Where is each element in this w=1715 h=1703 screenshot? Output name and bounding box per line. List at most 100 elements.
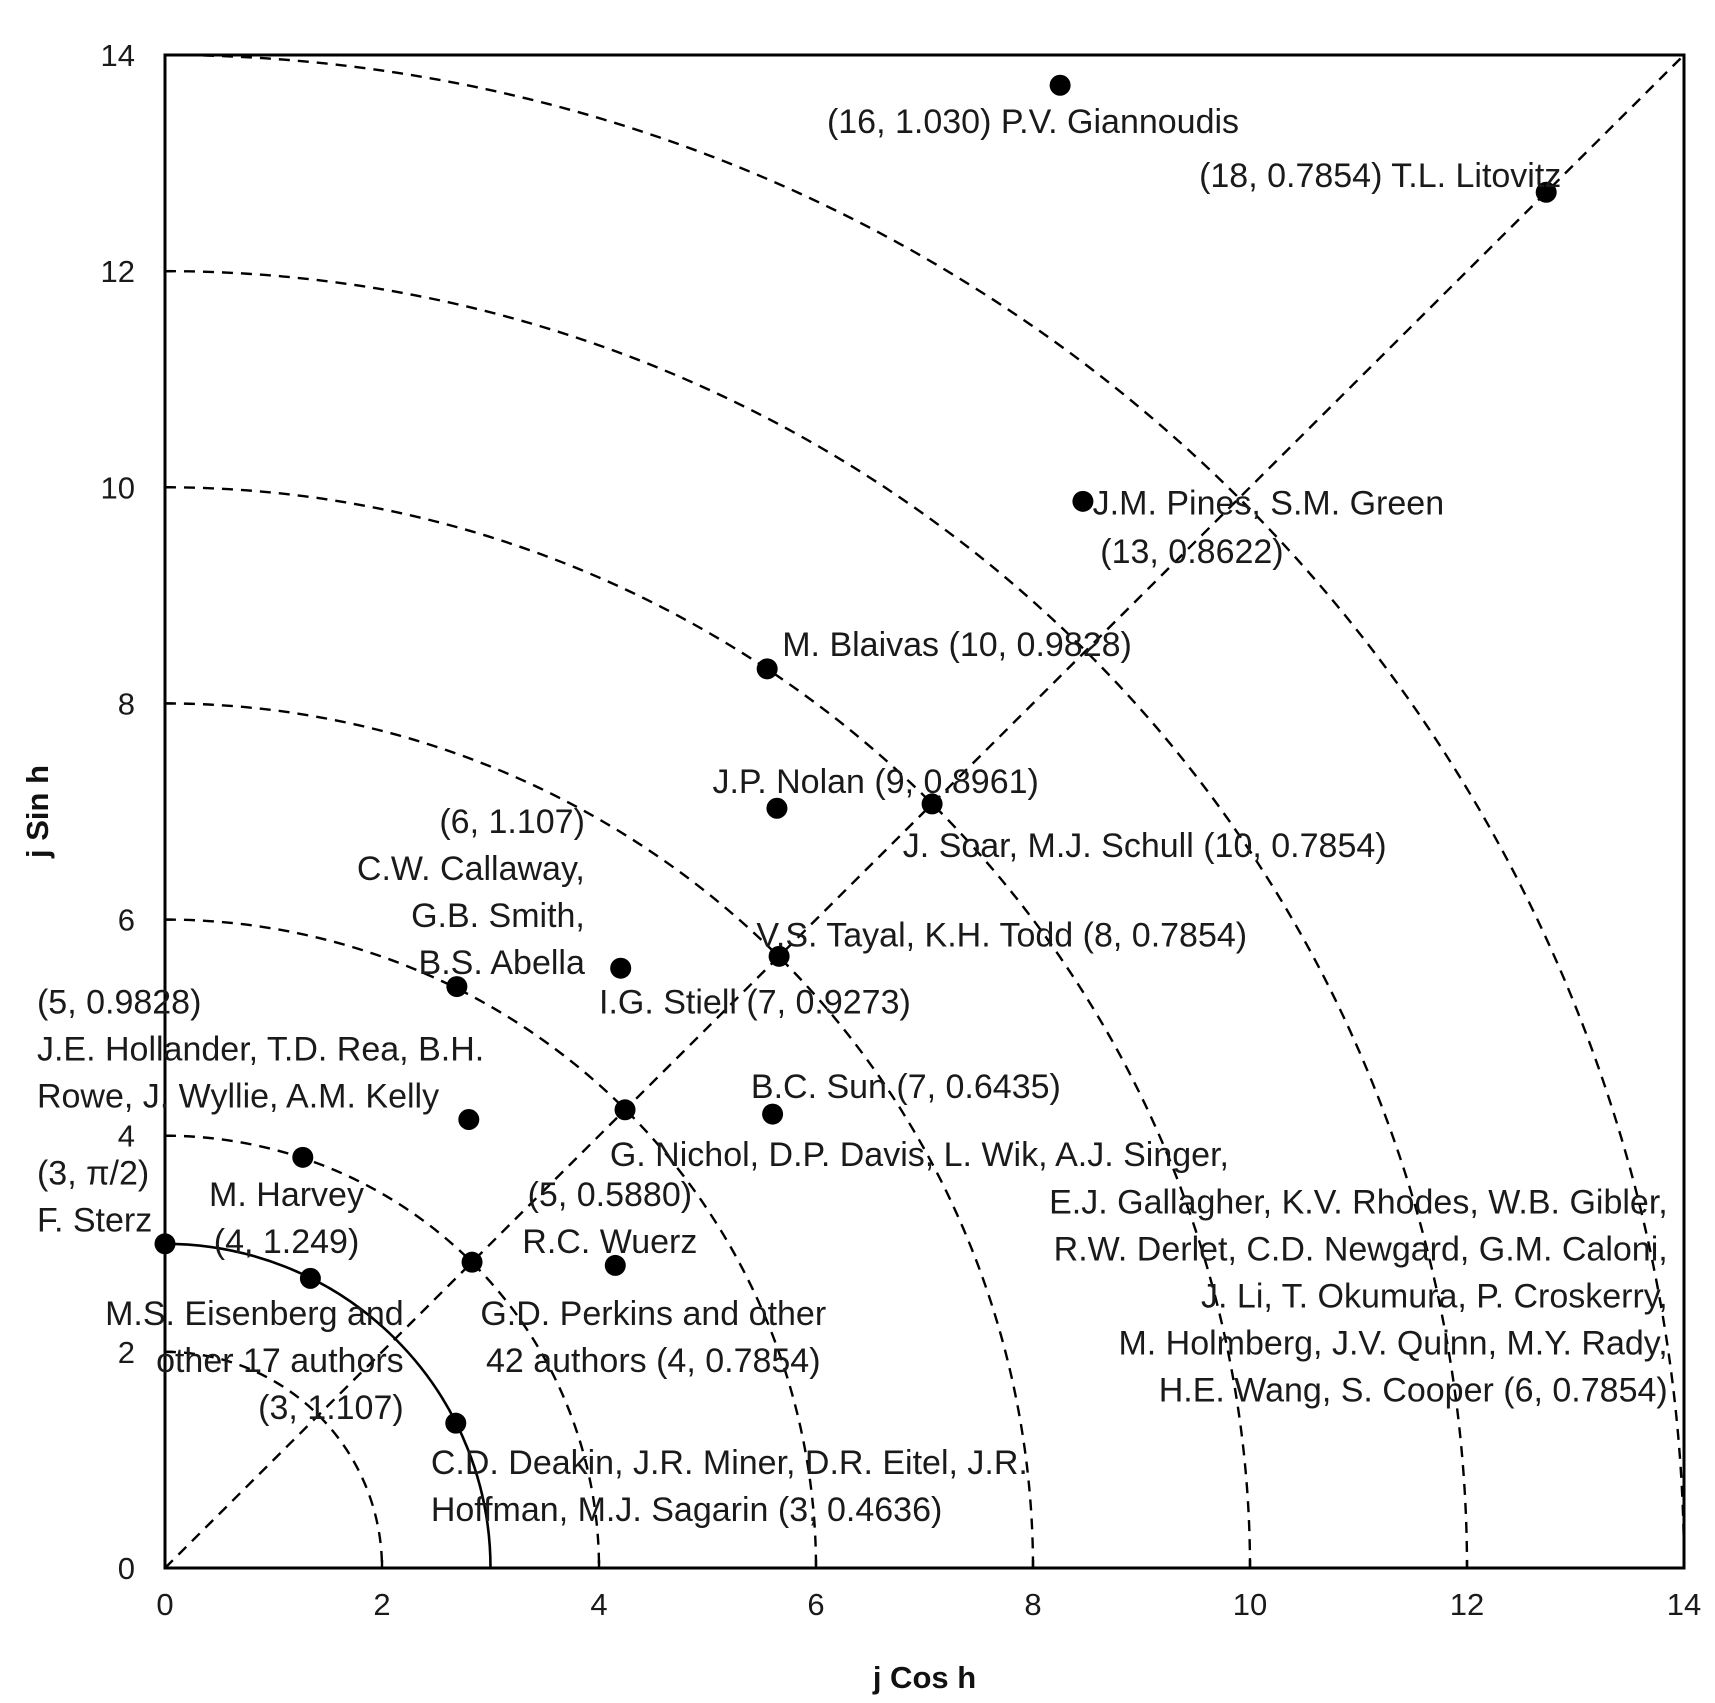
data-point bbox=[1049, 74, 1071, 96]
y-tick-labels: 0 2 4 6 8 10 12 14 bbox=[101, 38, 135, 1586]
data-points bbox=[154, 74, 1557, 1434]
annotation-line: (3, 1.107) bbox=[258, 1389, 404, 1427]
data-point bbox=[756, 658, 778, 680]
annotation-line: J.E. Hollander, T.D. Rea, B.H. bbox=[37, 1031, 484, 1069]
annotation-line: G.D. Perkins and other bbox=[480, 1295, 826, 1333]
dashed-arc-r8 bbox=[164, 702, 1035, 1569]
point-annotation: (5, 0.9828) J.E. Hollander, T.D. Rea, B.H… bbox=[37, 984, 484, 1116]
data-point bbox=[446, 976, 468, 998]
annotation-line: G. Nichol, D.P. Davis, L. Wik, A.J. Sing… bbox=[610, 1136, 1229, 1174]
annotation-line: J. Soar, M.J. Schull (10, 0.7854) bbox=[903, 827, 1387, 865]
x-tick-label: 10 bbox=[1233, 1587, 1267, 1622]
data-point bbox=[766, 797, 788, 819]
y-tick-label: 6 bbox=[118, 903, 135, 938]
point-annotation: (6, 1.107) C.W. Callaway, G.B. Smith, B.S. … bbox=[357, 803, 585, 982]
data-point bbox=[1072, 490, 1094, 512]
x-tick-label: 2 bbox=[373, 1587, 390, 1622]
point-annotation: I.G. Stiell (7, 0.9273) bbox=[599, 984, 911, 1022]
y-tick-label: 0 bbox=[118, 1551, 135, 1586]
annotation-line: V.S. Tayal, K.H. Todd (8, 0.7854) bbox=[756, 917, 1247, 955]
dashed-radius-arcs bbox=[164, 53, 1686, 1569]
annotation-line: (18, 0.7854) T.L. Litovitz bbox=[1199, 157, 1561, 195]
x-tick-label: 0 bbox=[156, 1587, 173, 1622]
x-tick-label: 6 bbox=[807, 1587, 824, 1622]
point-annotation: B.C. Sun (7, 0.6435) bbox=[751, 1068, 1061, 1106]
point-annotations: (16, 1.030) P.V. Giannoudis (18, 0.7854) … bbox=[37, 103, 1668, 1529]
x-tick-label: 14 bbox=[1667, 1587, 1701, 1622]
data-point bbox=[762, 1103, 784, 1125]
data-point bbox=[154, 1233, 176, 1255]
annotation-line: M. Harvey bbox=[209, 1176, 364, 1214]
annotation-line: (4, 1.249) bbox=[214, 1223, 360, 1261]
annotation-line: (13, 0.8622) bbox=[1100, 533, 1283, 571]
dashed-arc-r2 bbox=[164, 1350, 384, 1569]
annotation-line: other 17 authors bbox=[156, 1342, 404, 1380]
annotation-line: R.W. Derlet, C.D. Newgard, G.M. Caloni, bbox=[1054, 1231, 1668, 1269]
point-annotation: (5, 0.5880) R.C. Wuerz bbox=[522, 1176, 697, 1261]
annotation-line: C.D. Deakin, J.R. Miner, D.R. Eitel, J.R… bbox=[431, 1444, 1028, 1482]
point-annotation: J.M. Pines, S.M. Green bbox=[1093, 484, 1444, 522]
annotation-line: B.S. Abella bbox=[419, 944, 585, 982]
annotation-line: (16, 1.030) P.V. Giannoudis bbox=[827, 103, 1239, 141]
annotation-line: I.G. Stiell (7, 0.9273) bbox=[599, 984, 911, 1022]
annotation-line: 42 authors (4, 0.7854) bbox=[486, 1342, 821, 1380]
y-tick-label: 2 bbox=[118, 1335, 135, 1370]
annotation-line: C.W. Callaway, bbox=[357, 850, 585, 888]
point-annotation: G.D. Perkins and other 42 authors (4, 0.7… bbox=[480, 1295, 826, 1380]
y-tick-label: 4 bbox=[118, 1119, 135, 1154]
annotation-line: B.C. Sun (7, 0.6435) bbox=[751, 1068, 1061, 1106]
data-point bbox=[610, 957, 632, 979]
annotation-line: F. Sterz bbox=[37, 1201, 152, 1239]
point-annotation: C.D. Deakin, J.R. Miner, D.R. Eitel, J.R… bbox=[431, 1444, 1028, 1529]
annotation-line: E.J. Gallagher, K.V. Rhodes, W.B. Gibler… bbox=[1049, 1184, 1668, 1222]
annotation-line: (5, 0.9828) bbox=[37, 984, 201, 1022]
x-tick-label: 8 bbox=[1024, 1587, 1041, 1622]
data-point bbox=[921, 793, 943, 815]
y-tick-label: 8 bbox=[118, 686, 135, 721]
annotation-line: H.E. Wang, S. Cooper (6, 0.7854) bbox=[1159, 1372, 1668, 1410]
annotation-line: M. Holmberg, J.V. Quinn, M.Y. Rady, bbox=[1118, 1325, 1667, 1363]
dashed-arc-r4 bbox=[164, 1134, 601, 1569]
y-tick-label: 14 bbox=[101, 38, 135, 73]
annotation-line: J.M. Pines, S.M. Green bbox=[1093, 484, 1444, 522]
dashed-arc-r6 bbox=[164, 918, 818, 1569]
point-annotation: M. Blaivas (10, 0.9828) bbox=[782, 626, 1132, 664]
point-annotation: J. Soar, M.J. Schull (10, 0.7854) bbox=[903, 827, 1387, 865]
data-point bbox=[299, 1267, 321, 1289]
annotation-line: Rowe, J. Wyllie, A.M. Kelly bbox=[37, 1078, 439, 1116]
annotation-line: R.C. Wuerz bbox=[522, 1223, 697, 1261]
plot-frame bbox=[163, 53, 1686, 1570]
data-point bbox=[461, 1251, 483, 1273]
point-annotation: E.J. Gallagher, K.V. Rhodes, W.B. Gibler… bbox=[1049, 1184, 1668, 1410]
point-annotation: (16, 1.030) P.V. Giannoudis bbox=[827, 103, 1239, 141]
annotation-line: (5, 0.5880) bbox=[528, 1176, 692, 1214]
point-annotation: (18, 0.7854) T.L. Litovitz bbox=[1199, 157, 1561, 195]
y-tick-label: 12 bbox=[101, 254, 135, 289]
x-tick-labels: 0 2 4 6 8 10 12 14 bbox=[156, 1587, 1701, 1622]
annotation-line: M. Blaivas (10, 0.9828) bbox=[782, 626, 1132, 664]
point-annotation: (13, 0.8622) bbox=[1100, 533, 1283, 571]
point-annotation: J.P. Nolan (9, 0.8961) bbox=[712, 763, 1038, 801]
axis-ticks bbox=[163, 53, 1686, 1570]
point-annotation: (3, π/2) F. Sterz bbox=[37, 1154, 152, 1239]
y-tick-label: 10 bbox=[101, 470, 135, 505]
annotation-line: M.S. Eisenberg and bbox=[105, 1295, 404, 1333]
dashed-diagonal-line bbox=[164, 54, 1685, 1569]
data-point bbox=[604, 1254, 626, 1276]
dashed-arc-r10 bbox=[164, 486, 1252, 1569]
point-annotation: M.S. Eisenberg and other 17 authors (3, 1.… bbox=[105, 1295, 404, 1427]
annotation-line: Hoffman, M.J. Sagarin (3, 0.4636) bbox=[431, 1491, 943, 1529]
annotation-line: J.P. Nolan (9, 0.8961) bbox=[712, 763, 1038, 801]
annotation-line: (3, π/2) bbox=[37, 1154, 149, 1192]
x-tick-label: 12 bbox=[1450, 1587, 1484, 1622]
x-tick-label: 4 bbox=[590, 1587, 607, 1622]
data-point bbox=[768, 945, 790, 967]
data-point bbox=[614, 1099, 636, 1121]
x-axis-title: j Cos h bbox=[872, 1660, 976, 1695]
annotation-line: (6, 1.107) bbox=[439, 803, 585, 841]
data-point bbox=[292, 1146, 314, 1168]
y-axis-title: j Sin h bbox=[20, 765, 55, 859]
point-annotation: M. Harvey (4, 1.249) bbox=[209, 1176, 364, 1261]
point-annotation: G. Nichol, D.P. Davis, L. Wik, A.J. Sing… bbox=[610, 1136, 1229, 1174]
data-point bbox=[1535, 181, 1557, 203]
